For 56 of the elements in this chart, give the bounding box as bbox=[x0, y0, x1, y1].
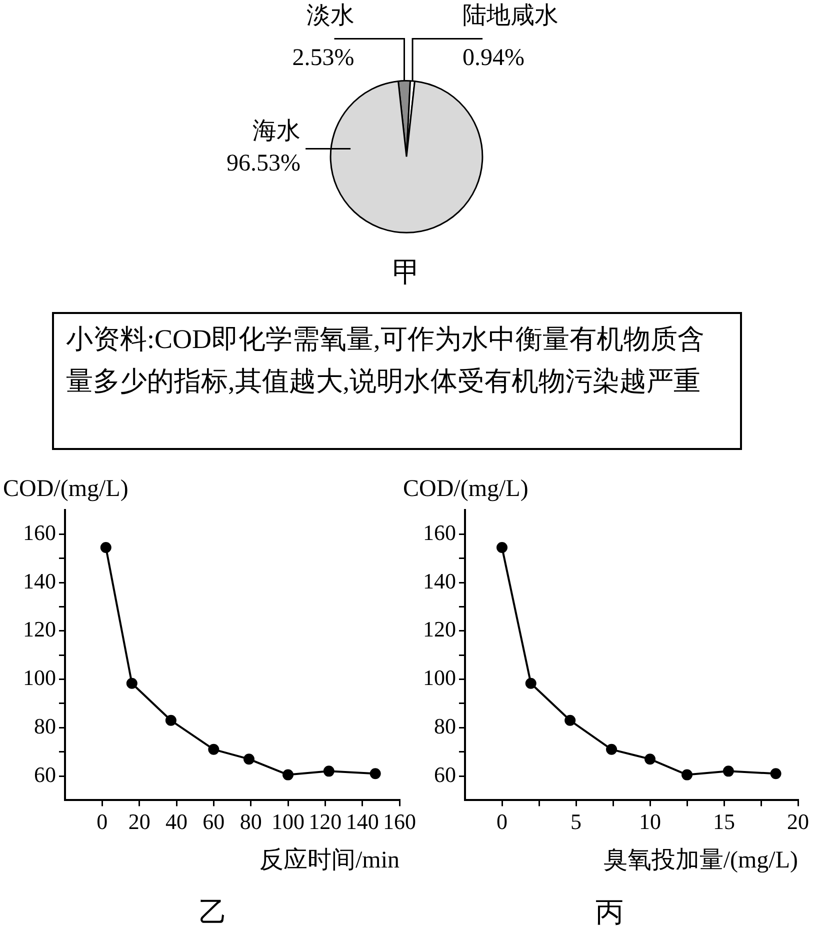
point bbox=[722, 766, 734, 777]
x-tick-label: 5 bbox=[570, 809, 582, 834]
point bbox=[525, 678, 536, 689]
x-axis-title: 臭氧投加量/(mg/L) bbox=[603, 847, 798, 874]
point bbox=[682, 769, 692, 780]
y-tick-label: 80 bbox=[34, 713, 56, 738]
y-tick-label: 60 bbox=[34, 762, 56, 787]
y-axis-title: COD/(mg/L) bbox=[403, 476, 528, 502]
x-tick-label: 120 bbox=[308, 809, 342, 834]
x-tick-label: 10 bbox=[639, 809, 661, 834]
text: 小资料:COD即化学需氧量,可作为水中衡量有机物质含量多少的指标,其值越大,说明水体受有机物污染越严重 bbox=[66, 323, 706, 398]
x-tick-label: 0 bbox=[496, 809, 508, 834]
x-tick-label: 140 bbox=[346, 809, 379, 834]
x-tick-label: 40 bbox=[166, 809, 188, 834]
y-tick-label: 140 bbox=[23, 568, 56, 594]
x-tick-label: 20 bbox=[128, 809, 150, 834]
point bbox=[496, 542, 508, 553]
slice-label: 陆地咸水 bbox=[462, 2, 559, 29]
slice-label: 淡水 bbox=[306, 2, 354, 29]
y-axis-title: COD/(mg/L) bbox=[3, 476, 128, 502]
y-tick-label: 160 bbox=[23, 520, 56, 545]
data-label: 0.94% bbox=[462, 44, 525, 71]
point bbox=[165, 714, 176, 726]
text: 丙 bbox=[596, 898, 624, 929]
y-tick-label: 160 bbox=[423, 520, 456, 545]
point bbox=[208, 744, 220, 755]
x-tick-label: 0 bbox=[96, 809, 108, 834]
point bbox=[606, 744, 618, 755]
slice-label: 海水 bbox=[252, 118, 301, 145]
text: 乙 bbox=[199, 898, 227, 929]
point bbox=[644, 754, 656, 765]
x-tick-label: 100 bbox=[272, 809, 304, 834]
point bbox=[243, 754, 254, 765]
y-tick-label: 140 bbox=[423, 568, 456, 594]
point bbox=[282, 769, 294, 780]
point bbox=[370, 768, 381, 780]
x-tick-label: 80 bbox=[240, 809, 262, 834]
x-tick-label: 160 bbox=[383, 809, 416, 834]
y-tick-label: 100 bbox=[423, 665, 456, 690]
text: 甲 bbox=[392, 258, 420, 289]
x-tick-label: 60 bbox=[202, 809, 225, 834]
y-tick-label: 80 bbox=[434, 713, 456, 738]
point bbox=[126, 678, 138, 689]
data-label: 2.53% bbox=[292, 44, 354, 71]
point bbox=[323, 766, 334, 777]
data-label: 96.53% bbox=[226, 150, 301, 177]
y-tick-label: 120 bbox=[423, 616, 456, 642]
point bbox=[100, 542, 112, 553]
point bbox=[564, 714, 576, 726]
x-tick-label: 20 bbox=[787, 809, 809, 834]
y-tick-label: 120 bbox=[23, 616, 56, 642]
y-tick-label: 100 bbox=[23, 665, 56, 690]
y-tick-label: 60 bbox=[434, 762, 456, 787]
x-axis-title: 反应时间/min bbox=[259, 846, 400, 874]
point bbox=[770, 768, 782, 780]
x-tick-label: 15 bbox=[713, 809, 735, 834]
